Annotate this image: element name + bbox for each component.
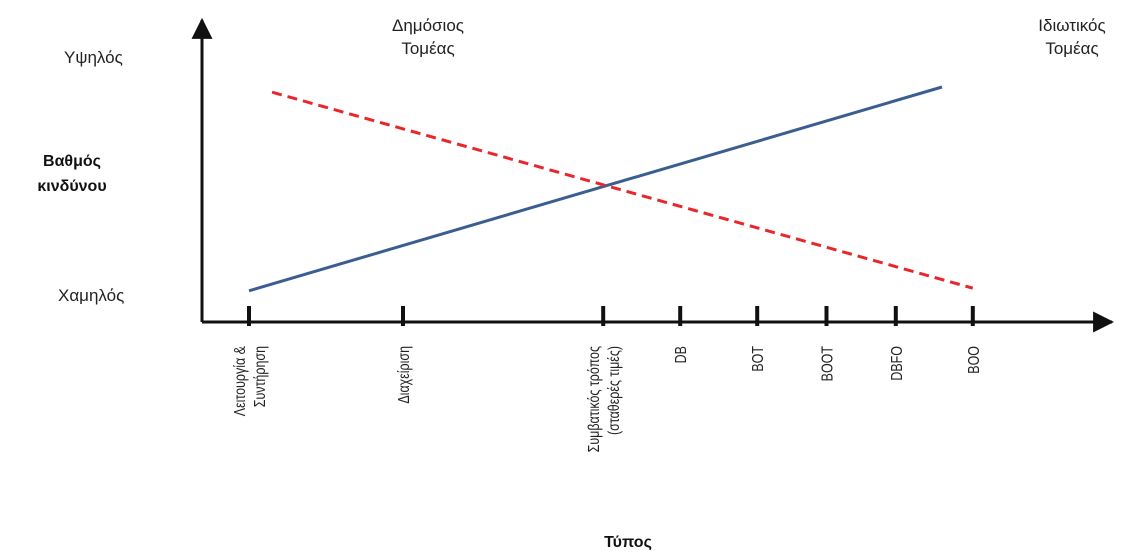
private-sector-annotation-line1: Ιδιωτικός xyxy=(1038,16,1105,35)
public-sector-annotation-line2: Τομέας xyxy=(401,39,454,58)
public-sector-annotation-line1: Δημόσιος xyxy=(392,16,464,35)
x-tick-label-1: Διαχείριση xyxy=(396,346,414,404)
y-axis-title-line2: κινδύνου xyxy=(37,178,106,195)
x-axis-title: Τύπος xyxy=(604,534,652,551)
x-tick-label-6: DBFO xyxy=(888,346,906,381)
x-tick-label-5: BOOT xyxy=(819,346,837,382)
x-tick-label-0: Λειτουργία & Συντήρηση xyxy=(232,346,270,417)
y-tick-low: Χαμηλός xyxy=(58,286,124,305)
x-tick-label-7: BOO xyxy=(965,346,983,374)
y-tick-high: Υψηλός xyxy=(64,48,123,67)
x-tick-labels: Λειτουργία & Συντήρηση Διαχείριση Συμβατικό… xyxy=(232,346,984,453)
private-sector-annotation-line2: Τομέας xyxy=(1045,39,1098,58)
series-line-dashed xyxy=(271,90,974,290)
y-axis-title-line1: Βαθμός xyxy=(43,153,101,170)
x-tick-label-4: BOT xyxy=(750,346,768,372)
x-ticks xyxy=(247,306,975,326)
x-tick-label-3: DB xyxy=(673,346,691,363)
series-lines xyxy=(248,85,974,293)
x-tick-label-2: Συμβατικός τρόπος (σταθερές τιμές) xyxy=(586,346,624,452)
series-line-solid xyxy=(248,85,943,293)
